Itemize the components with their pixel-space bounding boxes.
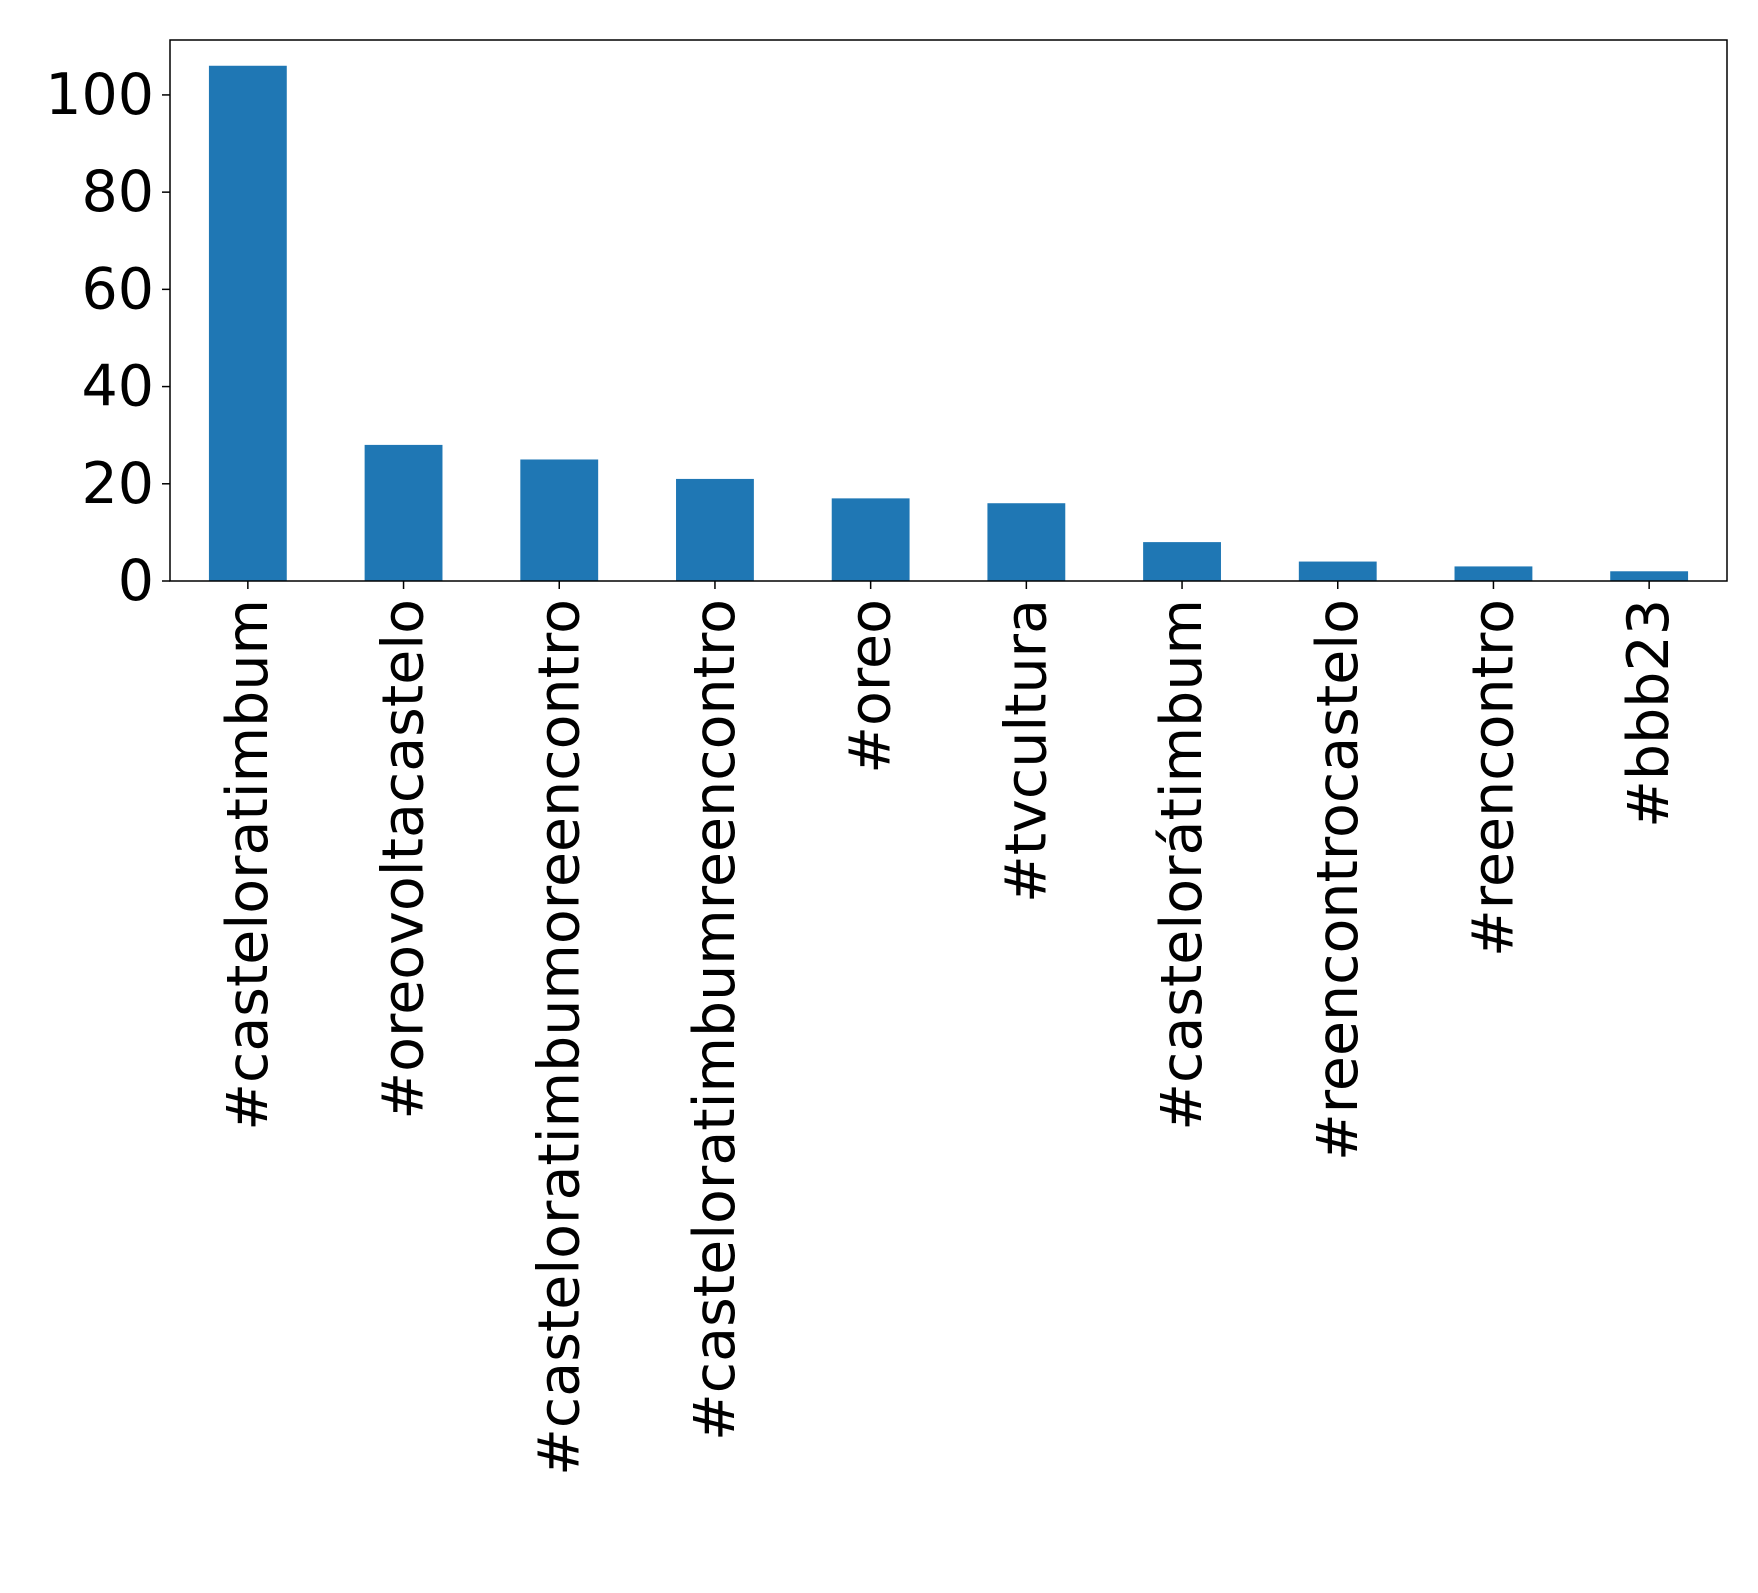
y-tick-label: 100 <box>45 62 154 128</box>
bar <box>1143 542 1221 581</box>
bar <box>987 503 1066 581</box>
bar <box>676 478 754 581</box>
x-tick-label: #reencontrocastelo <box>1305 599 1371 1161</box>
x-tick-label: #bbb23 <box>1616 599 1682 828</box>
bar <box>364 444 443 581</box>
x-tick-label: #oreo <box>838 599 904 774</box>
bar <box>208 65 287 581</box>
x-tick-label: #casteloratimbumoreencontro <box>526 599 592 1476</box>
bar <box>1298 561 1377 581</box>
x-tick-label: #oreovoltacastelo <box>371 599 437 1120</box>
x-tick-label: #castelorátimbum <box>1149 599 1215 1131</box>
y-tick-label: 20 <box>81 451 154 517</box>
x-axis: #casteloratimbum #oreovoltacastelo #castel… <box>215 581 1682 1476</box>
x-tick-label: #casteloratimbumreencontro <box>682 599 748 1441</box>
y-tick-label: 40 <box>81 354 154 420</box>
y-tick-label: 80 <box>81 159 154 225</box>
bar <box>520 459 599 581</box>
y-tick-label: 0 <box>118 548 154 614</box>
bar <box>831 498 910 581</box>
x-tick-label: #casteloratimbum <box>215 599 281 1131</box>
bar <box>1610 571 1689 581</box>
x-tick-label: #reencontro <box>1460 599 1526 957</box>
bar <box>1454 566 1533 581</box>
x-tick-label: #tvcultura <box>993 599 1059 903</box>
plot-frame <box>169 39 1728 582</box>
bars-group <box>208 65 1689 581</box>
y-axis: 0 20 40 60 80 100 <box>45 62 170 614</box>
y-tick-label: 60 <box>81 256 154 322</box>
